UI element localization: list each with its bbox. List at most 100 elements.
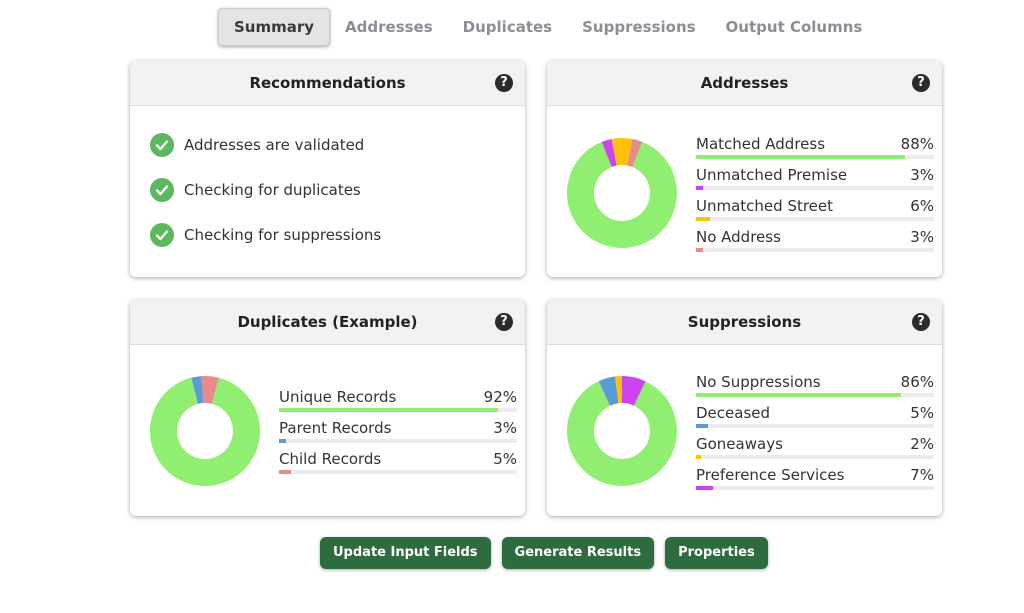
duplicates-donut-chart: [150, 376, 260, 486]
donut-slice[interactable]: [567, 141, 677, 249]
legend-bar-track: [696, 155, 934, 159]
legend-label[interactable]: No Address: [696, 228, 781, 246]
list-item: Addresses are validated: [150, 122, 505, 167]
legend-value: 2%: [910, 435, 934, 453]
help-icon[interactable]: ?: [495, 313, 513, 331]
legend-label[interactable]: No Suppressions: [696, 373, 821, 391]
legend-label[interactable]: Preference Services: [696, 466, 845, 484]
legend-bar-track: [696, 393, 934, 397]
tab-summary[interactable]: Summary: [218, 8, 331, 46]
legend-row: Preference Services 7%: [696, 466, 934, 497]
legend-row: No Suppressions 86%: [696, 373, 934, 404]
legend-bar-track: [696, 424, 934, 428]
legend-value: 92%: [483, 388, 517, 406]
donut-slice[interactable]: [611, 138, 633, 166]
legend-row: Matched Address 88%: [696, 135, 934, 166]
legend-bar-fill: [696, 455, 701, 459]
legend-bar-fill: [696, 217, 711, 221]
legend-value: 88%: [900, 135, 934, 153]
check-circle-icon: [150, 222, 174, 247]
legend-bar-fill: [696, 186, 704, 190]
legend-label[interactable]: Matched Address: [696, 135, 826, 153]
list-item: Checking for suppressions: [150, 212, 505, 257]
legend-bar-fill: [279, 408, 498, 412]
donut-slice[interactable]: [627, 138, 643, 167]
legend-label[interactable]: Unique Records: [279, 388, 397, 406]
legend-bar-fill: [696, 155, 906, 159]
addresses-donut-chart: [567, 138, 677, 249]
legend-bar-track: [696, 217, 934, 221]
tab-duplicates[interactable]: Duplicates: [462, 18, 553, 36]
panel-header: Addresses ?: [547, 61, 942, 106]
legend-row: Goneaways 2%: [696, 435, 934, 466]
legend-label[interactable]: Unmatched Premise: [696, 166, 848, 184]
legend-bar-fill: [279, 470, 291, 474]
suppressions-donut-chart: [567, 376, 677, 486]
recommendation-text: Checking for suppressions: [184, 225, 382, 244]
help-icon[interactable]: ?: [912, 313, 930, 331]
legend-value: 7%: [910, 466, 934, 484]
donut-slice[interactable]: [598, 376, 619, 406]
suppressions-panel: Suppressions ? No Suppressions 86% Decea…: [547, 300, 942, 516]
legend-row: Child Records 5%: [279, 450, 517, 481]
legend-label[interactable]: Parent Records: [279, 419, 392, 437]
donut-slice[interactable]: [622, 376, 646, 406]
donut-slice[interactable]: [567, 381, 677, 486]
legend-value: 5%: [493, 450, 517, 468]
donut-slice[interactable]: [150, 377, 260, 486]
panel-title: Addresses: [700, 74, 789, 92]
recommendations-panel: Recommendations ? Addresses are validate…: [130, 61, 525, 277]
legend-bar-track: [696, 455, 934, 459]
legend-bar-track: [696, 486, 934, 490]
legend-value: 3%: [493, 419, 517, 437]
generate-results-button[interactable]: Generate Results: [501, 537, 655, 569]
legend-bar-track: [279, 470, 517, 474]
properties-button[interactable]: Properties: [665, 537, 768, 569]
legend-value: 3%: [910, 166, 934, 184]
donut-slice[interactable]: [201, 376, 219, 404]
donut-slice[interactable]: [191, 376, 204, 404]
panel-title: Duplicates (Example): [237, 313, 418, 331]
legend-row: No Address 3%: [696, 228, 934, 259]
addresses-panel: Addresses ? Matched Address 88% Unmatche…: [547, 61, 942, 277]
help-icon[interactable]: ?: [495, 74, 513, 92]
legend-bar-track: [696, 248, 934, 252]
recommendations-list: Addresses are validated Checking for dup…: [130, 106, 525, 273]
panel-title: Recommendations: [249, 74, 406, 92]
list-item: Checking for duplicates: [150, 167, 505, 212]
legend-bar-fill: [696, 486, 713, 490]
panel-title: Suppressions: [687, 313, 802, 331]
recommendation-text: Addresses are validated: [184, 135, 365, 154]
legend-bar-fill: [696, 248, 704, 252]
suppressions-legend: No Suppressions 86% Deceased 5% Goneaway…: [696, 373, 934, 497]
tab-bar: Summary Addresses Duplicates Suppression…: [218, 8, 877, 46]
panel-header: Recommendations ?: [130, 61, 525, 106]
legend-label[interactable]: Unmatched Street: [696, 197, 834, 215]
addresses-legend: Matched Address 88% Unmatched Premise 3%…: [696, 135, 934, 259]
legend-value: 86%: [900, 373, 934, 391]
legend-row: Unmatched Street 6%: [696, 197, 934, 228]
help-icon[interactable]: ?: [912, 74, 930, 92]
tab-addresses[interactable]: Addresses: [345, 18, 433, 36]
tab-output-columns[interactable]: Output Columns: [725, 18, 863, 36]
legend-label[interactable]: Goneaways: [696, 435, 783, 453]
legend-label[interactable]: Child Records: [279, 450, 382, 468]
update-input-fields-button[interactable]: Update Input Fields: [320, 537, 491, 569]
legend-row: Parent Records 3%: [279, 419, 517, 450]
check-circle-icon: [150, 132, 174, 157]
legend-label[interactable]: Deceased: [696, 404, 771, 422]
legend-bar-fill: [279, 439, 287, 443]
duplicates-panel: Duplicates (Example) ? Unique Records 92…: [130, 300, 525, 516]
donut-slice[interactable]: [615, 376, 622, 404]
recommendation-text: Checking for duplicates: [184, 180, 361, 199]
legend-value: 3%: [910, 228, 934, 246]
action-buttons: Update Input Fields Generate Results Pro…: [320, 537, 768, 569]
tab-suppressions[interactable]: Suppressions: [582, 18, 696, 36]
donut-slice[interactable]: [601, 138, 617, 167]
check-circle-icon: [150, 177, 174, 202]
panel-header: Duplicates (Example) ?: [130, 300, 525, 345]
duplicates-legend: Unique Records 92% Parent Records 3% Chi…: [279, 388, 517, 481]
legend-row: Unmatched Premise 3%: [696, 166, 934, 197]
legend-bar-fill: [696, 424, 708, 428]
legend-bar-fill: [696, 393, 901, 397]
